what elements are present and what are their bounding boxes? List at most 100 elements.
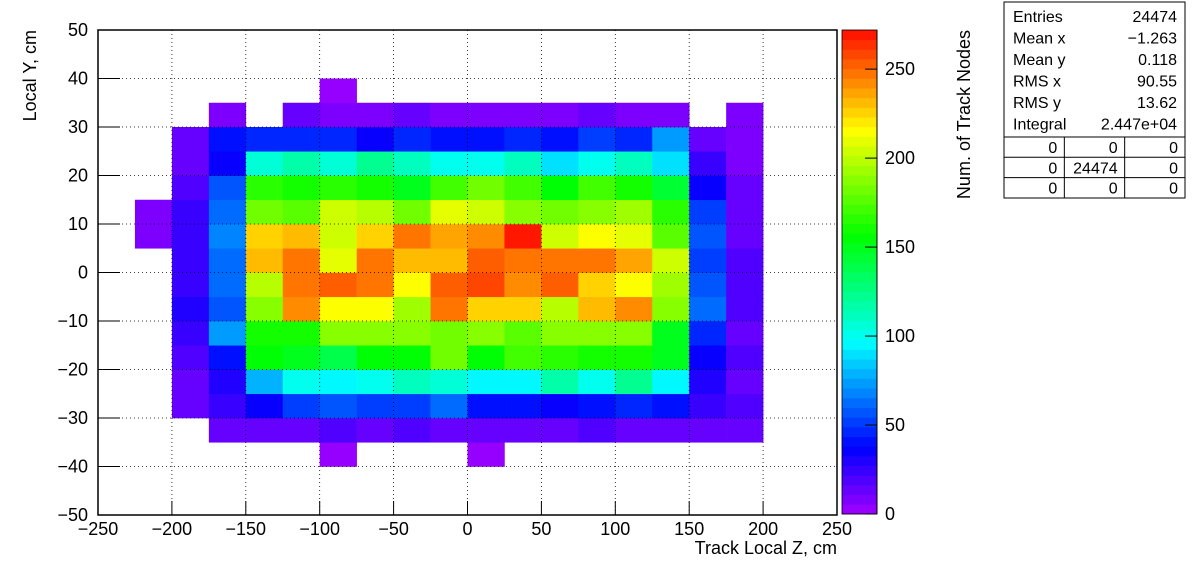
stats-cell: 0 [1169, 140, 1178, 157]
x-tick-label: 50 [531, 519, 551, 539]
heatmap-cell [245, 248, 284, 273]
heatmap-cell [467, 369, 505, 395]
heatmap-cell [282, 127, 320, 152]
palette-step [842, 175, 877, 186]
palette-step [842, 407, 877, 418]
heatmap-cell [282, 224, 320, 249]
heatmap-cell [171, 296, 210, 322]
stats-label: Entries [1013, 9, 1063, 26]
heatmap-cell [245, 175, 284, 201]
z-tick-label: 150 [885, 237, 915, 257]
heatmap-cell [319, 369, 357, 395]
heatmap-cell [319, 418, 357, 443]
heatmap-cell [467, 224, 505, 249]
palette-step [842, 39, 877, 50]
heatmap-cell [615, 224, 653, 249]
heatmap-cell [356, 102, 394, 128]
x-tick-label: −100 [299, 519, 340, 539]
heatmap-cell [615, 151, 653, 176]
heatmap-cell [652, 345, 690, 370]
stats-label: RMS y [1013, 95, 1061, 112]
heatmap-cell [393, 272, 431, 298]
heatmap-cell [615, 393, 653, 419]
x-axis-title: Track Local Z, cm [695, 538, 837, 558]
heatmap-cell [171, 272, 210, 298]
palette-step [842, 320, 877, 331]
x-tick-label: 200 [748, 519, 778, 539]
heatmap-cell [578, 175, 616, 201]
heatmap-cell [578, 393, 616, 419]
heatmap-cell [208, 248, 247, 273]
heatmap-cell [615, 345, 653, 370]
heatmap-cell [726, 199, 764, 225]
palette-step [842, 349, 877, 360]
heatmap-cell [541, 345, 579, 370]
heatmap-cell [393, 151, 431, 176]
heatmap-cell [578, 151, 616, 176]
heatmap-cell [467, 102, 505, 128]
heatmap-cell [541, 369, 579, 395]
heatmap-cell [208, 272, 247, 298]
palette-step [842, 494, 877, 505]
heatmap-cell [726, 248, 764, 273]
x-tick-label: 250 [822, 519, 852, 539]
heatmap-cell [504, 296, 542, 322]
heatmap-cell [652, 296, 690, 322]
heatmap-cell [245, 418, 284, 443]
heatmap-cell [578, 345, 616, 370]
stats-cell: 0 [1169, 160, 1178, 177]
palette-step [842, 155, 877, 166]
heatmap-cell [652, 175, 690, 201]
z-tick-label: 250 [885, 59, 915, 79]
palette-step [842, 446, 877, 457]
palette-step [842, 310, 877, 321]
heatmap-cell [134, 224, 173, 249]
heatmap-cell [504, 224, 542, 249]
heatmap-cell [282, 248, 320, 273]
heatmap-cell [578, 199, 616, 225]
palette-step [842, 301, 877, 312]
heatmap-cell [171, 393, 210, 419]
z-tick-label: 50 [885, 415, 905, 435]
stats-box [1003, 1, 1186, 199]
stats-label: RMS x [1013, 74, 1061, 91]
heatmap-cell [689, 224, 727, 249]
heatmap-cell [245, 369, 284, 395]
palette-step [842, 194, 877, 205]
heatmap-cell [652, 393, 690, 419]
heatmap-cell [689, 151, 727, 176]
heatmap-cell [245, 345, 284, 370]
heatmap-cell [726, 151, 764, 176]
stats-label: Integral [1013, 117, 1066, 134]
heatmap-cell [282, 272, 320, 298]
heatmap-cell [578, 224, 616, 249]
palette-step [842, 378, 877, 389]
heatmap-cell [689, 127, 727, 152]
palette-step [842, 436, 877, 447]
heatmap-cell [689, 248, 727, 273]
y-axis-title: Local Y, cm [20, 30, 40, 121]
heatmap-cell [615, 248, 653, 273]
heatmap-cell [393, 199, 431, 225]
palette-step [842, 107, 877, 118]
palette-step [842, 97, 877, 108]
x-tick-label: −200 [152, 519, 193, 539]
heatmap-cell [171, 248, 210, 273]
heatmap-cell [541, 296, 579, 322]
heatmap-cell [726, 321, 764, 346]
heatmap-cell [541, 151, 579, 176]
heatmap-cell [171, 175, 210, 201]
heatmap-cell [504, 369, 542, 395]
heatmap-cell [504, 393, 542, 419]
heatmap-cell [171, 345, 210, 370]
heatmap-cell [356, 418, 394, 443]
heatmap-cell [541, 102, 579, 128]
palette-step [842, 49, 877, 60]
heatmap-cell [430, 393, 468, 419]
heatmap-cell [282, 369, 320, 395]
heatmap-cell [541, 175, 579, 201]
heatmap-cell [356, 224, 394, 249]
heatmap-cell [689, 321, 727, 346]
heatmap-cell [430, 199, 468, 225]
heatmap-cell [319, 393, 357, 419]
